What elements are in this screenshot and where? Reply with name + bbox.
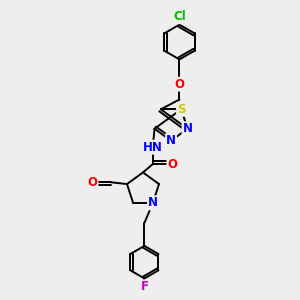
- Text: O: O: [88, 176, 98, 189]
- Text: O: O: [174, 78, 184, 91]
- Text: HN: HN: [143, 141, 163, 154]
- Text: F: F: [140, 280, 148, 293]
- Text: N: N: [166, 134, 176, 147]
- Text: S: S: [177, 103, 185, 116]
- Text: O: O: [167, 158, 177, 170]
- Text: Cl: Cl: [173, 10, 186, 23]
- Text: N: N: [183, 122, 193, 135]
- Text: N: N: [148, 196, 158, 209]
